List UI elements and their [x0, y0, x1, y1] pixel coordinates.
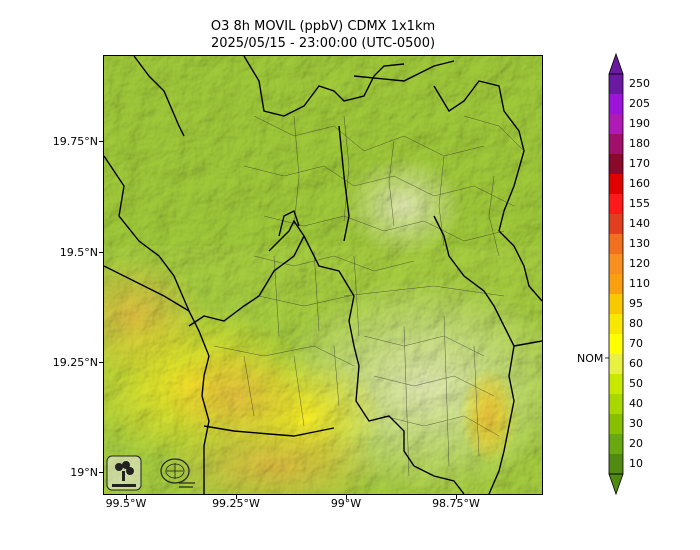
x-tick-label: 99°W [330, 497, 362, 510]
terrain-hillshade [104, 56, 542, 494]
colorbar-label: 30 [629, 417, 643, 430]
colorbar-label: 95 [629, 297, 643, 310]
y-tick-label: 19.5°N [59, 246, 98, 259]
state-boundaries [104, 56, 542, 494]
nom-label: NOM [577, 352, 604, 365]
y-tick-mark [99, 362, 103, 363]
colorbar-segment [609, 314, 623, 335]
colorbar-segment [609, 74, 623, 95]
colorbar-label: 140 [629, 217, 650, 230]
x-tick-mark [236, 495, 237, 499]
colorbar-segment [609, 154, 623, 175]
colorbar [605, 52, 624, 496]
colorbar-segment [609, 254, 623, 275]
colorbar-label: 170 [629, 157, 650, 170]
colorbar-segment [609, 194, 623, 215]
colorbar-label: 120 [629, 257, 650, 270]
colorbar-label: 180 [629, 137, 650, 150]
y-tick-label: 19.75°N [52, 135, 98, 148]
colorbar-segment [609, 294, 623, 315]
colorbar-label: 50 [629, 377, 643, 390]
colorbar-extend-top [608, 52, 624, 75]
colorbar-segment [609, 174, 623, 195]
colorbar-label: 205 [629, 97, 650, 110]
colorbar-label: 60 [629, 357, 643, 370]
x-tick-label: 98.75°W [432, 497, 480, 510]
x-tick-mark [346, 495, 347, 499]
colorbar-label: 70 [629, 337, 643, 350]
colorbar-frame [608, 73, 624, 475]
colorbar-label: 80 [629, 317, 643, 330]
map-subtitle-timestamp: 2025/05/15 - 23:00:00 (UTC-0500) [210, 36, 436, 51]
y-tick-mark [99, 252, 103, 253]
colorbar-label: 250 [629, 77, 650, 90]
map-canvas [104, 56, 542, 494]
colorbar-segment [609, 274, 623, 295]
x-tick-label: 99.5°W [105, 497, 147, 510]
colorbar-segment [609, 94, 623, 115]
ozone-map [103, 55, 543, 495]
y-tick-mark [99, 141, 103, 142]
colorbar-label: 160 [629, 177, 650, 190]
colorbar-label: 20 [629, 437, 643, 450]
colorbar-segment [609, 374, 623, 395]
colorbar-segment [609, 134, 623, 155]
x-tick-mark [456, 495, 457, 499]
colorbar-segment [609, 434, 623, 455]
colorbar-segment [609, 414, 623, 435]
colorbar-segment [609, 454, 623, 475]
colorbar-label: 110 [629, 277, 650, 290]
municipal-boundaries [213, 115, 525, 477]
cdmx-logo [160, 458, 195, 488]
colorbar-label: 10 [629, 457, 643, 470]
colorbar-label: 155 [629, 197, 650, 210]
colorbar-segment [609, 234, 623, 255]
colorbar-segment [609, 354, 623, 375]
colorbar-segment [609, 334, 623, 355]
colorbar-label: 40 [629, 397, 643, 410]
colorbar-label: 130 [629, 237, 650, 250]
colorbar-segment [609, 114, 623, 135]
x-tick-label: 99.25°W [212, 497, 260, 510]
y-tick-mark [99, 472, 103, 473]
colorbar-segment [609, 394, 623, 415]
map-title: O3 8h MOVIL (ppbV) CDMX 1x1km [210, 19, 436, 34]
y-tick-label: 19°N [70, 466, 98, 479]
colorbar-label: 190 [629, 117, 650, 130]
sedema-logo [106, 455, 142, 491]
x-tick-mark [126, 495, 127, 499]
y-tick-label: 19.25°N [52, 356, 98, 369]
colorbar-segment [609, 214, 623, 235]
colorbar-extend-bottom [608, 473, 624, 496]
